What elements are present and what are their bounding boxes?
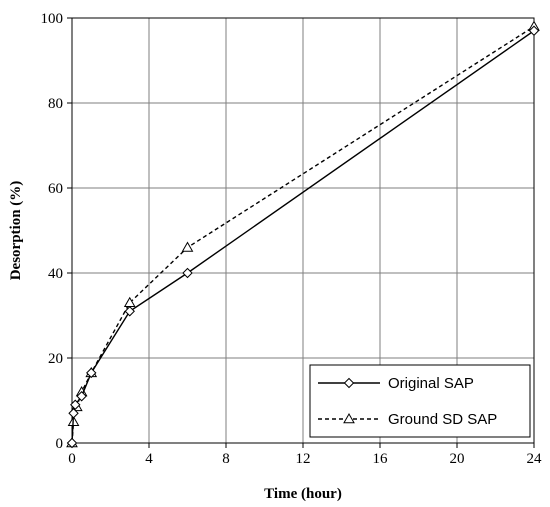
series-0-point-1 bbox=[68, 408, 79, 419]
series-0-point-5 bbox=[124, 306, 135, 317]
x-axis-title: Time (hour) bbox=[264, 486, 342, 502]
x-tick-label-20: 20 bbox=[450, 451, 465, 467]
legend-box bbox=[309, 364, 531, 438]
x-tick-label-16: 16 bbox=[373, 451, 389, 467]
legend-label-0: Original SAP bbox=[388, 375, 474, 392]
y-tick-label-80: 80 bbox=[48, 96, 63, 112]
x-tick-label-24: 24 bbox=[527, 451, 543, 467]
y-axis-title: Desorption (%) bbox=[8, 181, 24, 281]
series-0-point-4 bbox=[86, 367, 97, 379]
x-tick-label-8: 8 bbox=[222, 451, 230, 467]
legend: Original SAP Ground SD SAP bbox=[309, 364, 531, 438]
legend-label-1: Ground SD SAP bbox=[388, 411, 497, 428]
y-tick-label-20: 20 bbox=[48, 351, 63, 367]
series-0-point-3 bbox=[76, 391, 87, 402]
series-0-point-6 bbox=[182, 267, 193, 279]
legend-marker-0 bbox=[343, 377, 355, 389]
legend-marker-1 bbox=[343, 412, 355, 424]
series-0-point-7 bbox=[528, 25, 540, 36]
y-tick-label-40: 40 bbox=[48, 266, 63, 282]
y-tick-label-60: 60 bbox=[48, 181, 63, 197]
y-tick-label-100: 100 bbox=[41, 11, 64, 27]
x-tick-label-12: 12 bbox=[296, 451, 311, 467]
series-0-point-2 bbox=[70, 399, 81, 410]
series-0 bbox=[66, 25, 540, 449]
series-0-point-0 bbox=[66, 437, 78, 449]
x-tick-label-4: 4 bbox=[145, 451, 153, 467]
x-tick-label-0: 0 bbox=[68, 451, 76, 467]
series-layer bbox=[66, 20, 540, 449]
axis-ticks: 0 4 8 12 16 20 24 0 20 40 60 80 100 bbox=[41, 11, 543, 467]
y-tick-label-0: 0 bbox=[56, 436, 64, 452]
series-1-point-5 bbox=[123, 296, 136, 307]
series-1-point-6 bbox=[181, 241, 194, 252]
